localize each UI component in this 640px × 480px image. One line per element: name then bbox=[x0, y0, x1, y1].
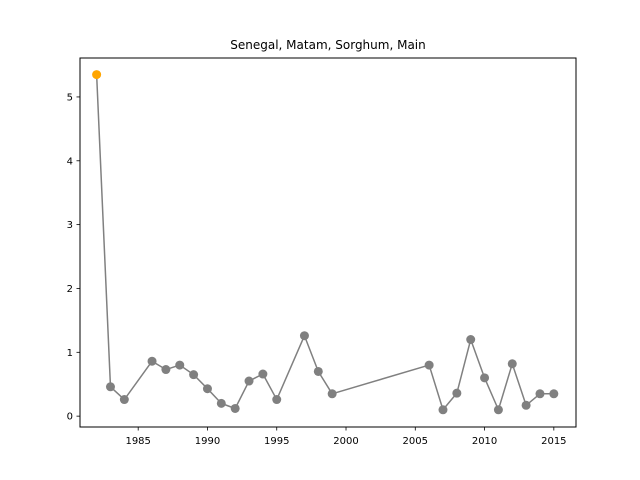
y-tick-label: 1 bbox=[67, 348, 73, 359]
data-point bbox=[327, 389, 337, 399]
data-point bbox=[313, 366, 323, 376]
data-point bbox=[535, 389, 545, 399]
x-tick-label: 2015 bbox=[541, 436, 566, 447]
y-tick-label: 3 bbox=[67, 220, 73, 231]
highlight-point bbox=[92, 70, 102, 80]
data-point bbox=[493, 405, 503, 415]
data-point bbox=[507, 359, 517, 369]
x-tick-label: 2005 bbox=[403, 436, 428, 447]
data-point bbox=[189, 370, 199, 380]
data-point bbox=[480, 373, 490, 383]
plot-area: 1985 1990 1995 2000 2005 2010 2015 0 1 2 3 4 5 bbox=[67, 70, 567, 447]
data-point bbox=[105, 382, 115, 392]
data-point bbox=[466, 335, 476, 345]
y-tick-label: 4 bbox=[67, 156, 73, 167]
data-point bbox=[452, 388, 462, 398]
data-point bbox=[244, 376, 254, 386]
y-tick-label: 0 bbox=[67, 412, 73, 423]
data-point bbox=[272, 395, 282, 405]
data-point bbox=[521, 400, 531, 410]
x-tick-label: 1995 bbox=[264, 436, 289, 447]
x-tick-label: 2010 bbox=[472, 436, 497, 447]
data-point bbox=[216, 398, 226, 408]
x-tick-label: 1985 bbox=[125, 436, 150, 447]
data-point bbox=[230, 403, 240, 413]
data-point bbox=[549, 389, 559, 399]
data-point bbox=[299, 331, 309, 341]
data-point bbox=[175, 360, 185, 370]
y-tick-label: 2 bbox=[67, 284, 73, 295]
data-point bbox=[202, 384, 212, 394]
x-tick-label: 1990 bbox=[195, 436, 220, 447]
x-tick-label: 2000 bbox=[333, 436, 358, 447]
data-point bbox=[258, 369, 268, 379]
chart-title: Senegal, Matam, Sorghum, Main bbox=[230, 38, 425, 52]
data-point bbox=[438, 405, 448, 415]
y-tick-label: 5 bbox=[67, 93, 73, 104]
data-point bbox=[147, 356, 157, 366]
data-point bbox=[424, 360, 434, 370]
data-point bbox=[119, 395, 129, 405]
axes-frame bbox=[79, 57, 577, 428]
data-point bbox=[161, 365, 171, 375]
